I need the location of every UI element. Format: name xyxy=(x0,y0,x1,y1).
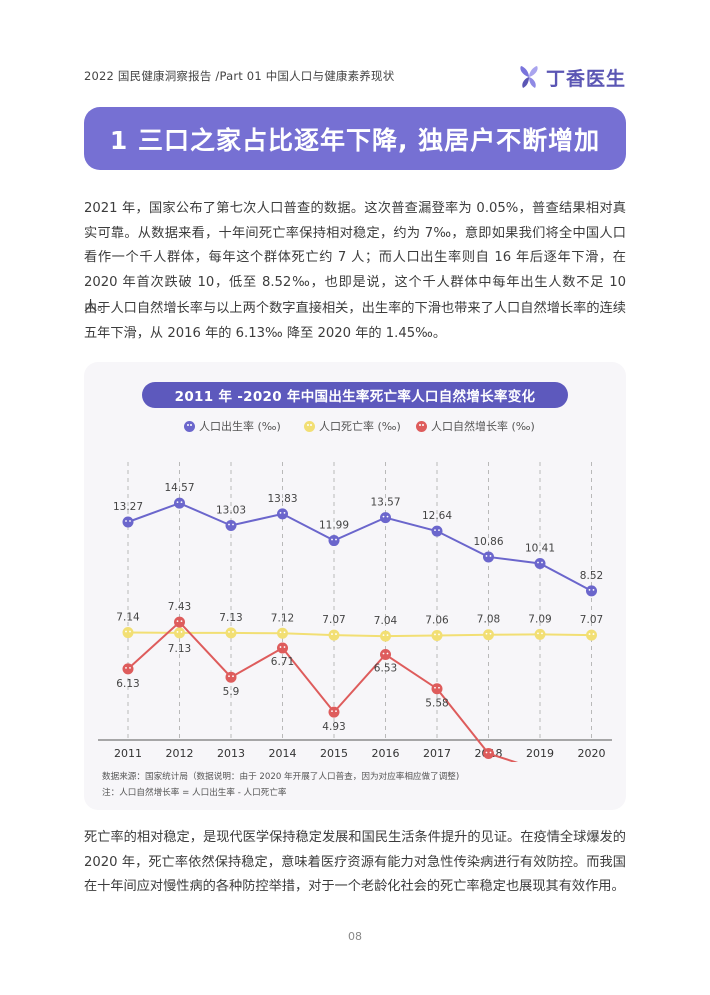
death-rate-point-2015 xyxy=(328,629,340,641)
chart-formula-note: 注：人口自然增长率 = 人口出生率 - 人口死亡率 xyxy=(102,788,287,798)
x-tick-label-2013: 2013 xyxy=(217,747,245,760)
chart-legend: 人口出生率 (‰) 人口死亡率 (‰) 人口自然增长率 (‰) xyxy=(84,418,626,436)
growth-rate-point-2013 xyxy=(225,671,237,683)
legend-label-growth-rate: 人口自然增长率 (‰) xyxy=(431,420,535,433)
growth-rate-label-2012: 7.43 xyxy=(168,601,191,613)
growth-rate-label-2011: 6.13 xyxy=(116,678,139,690)
growth-rate-point-2018 xyxy=(483,748,494,760)
birth-rate-point-2019 xyxy=(534,557,546,569)
growth-rate-point-2014 xyxy=(277,642,288,654)
legend-marker-death-rate xyxy=(304,420,315,432)
death-rate-label-2019: 7.09 xyxy=(528,613,551,625)
death-rate-point-2018 xyxy=(483,629,494,641)
chart-title: 2011 年 -2020 年中国出生率死亡率人口自然增长率变化 xyxy=(142,382,568,408)
x-tick-label-2011: 2011 xyxy=(114,747,142,760)
birth-rate-point-2011 xyxy=(122,516,134,528)
death-rate-point-2013 xyxy=(225,627,237,639)
death-rate-point-2014 xyxy=(277,627,288,639)
x-tick-label-2019: 2019 xyxy=(526,747,554,760)
death-rate-point-2012 xyxy=(174,627,185,639)
growth-rate-label-2016: 6.53 xyxy=(374,663,397,675)
birth-rate-label-2019: 10.41 xyxy=(525,542,555,554)
x-tick-label-2012: 2012 xyxy=(166,747,194,760)
legend-item-growth-rate: 人口自然增长率 (‰) xyxy=(416,418,535,434)
death-rate-point-2016 xyxy=(380,630,391,642)
brand-name: 丁香医生 xyxy=(545,67,626,90)
flower-logo-icon xyxy=(520,66,538,88)
x-tick-label-2020: 2020 xyxy=(578,747,606,760)
death-rate-label-2012: 7.13 xyxy=(168,643,191,655)
brand-logo: 丁香医生 xyxy=(518,62,626,92)
report-title: 2022 国民健康洞察报告 /Part 01 中国人口与健康素养现状 xyxy=(84,69,395,83)
birth-rate-point-2020 xyxy=(586,585,597,597)
page-number: 08 xyxy=(348,930,362,943)
birth-rate-point-2016 xyxy=(380,512,391,524)
x-tick-label-2016: 2016 xyxy=(372,747,400,760)
legend-marker-birth-rate xyxy=(184,420,195,432)
death-rate-point-2017 xyxy=(431,629,443,641)
death-rate-label-2013: 7.13 xyxy=(219,612,242,624)
legend-label-birth-rate: 人口出生率 (‰) xyxy=(199,420,281,433)
x-tick-label-2017: 2017 xyxy=(423,747,451,760)
growth-rate-line xyxy=(127,620,519,762)
death-rate-label-2016: 7.04 xyxy=(374,615,398,627)
death-rate-label-2015: 7.07 xyxy=(322,614,345,626)
death-rate-line xyxy=(127,631,592,638)
chart-card: 2011 年 -2020 年中国出生率死亡率人口自然增长率变化 人口出生率 (‰… xyxy=(84,362,626,810)
death-rate-point-2011 xyxy=(122,627,134,639)
paragraph-3: 死亡率的相对稳定，是现代医学保持稳定发展和国民生活条件提升的见证。在疫情全球爆发… xyxy=(84,830,626,894)
growth-rate-label-2013: 5.9 xyxy=(223,686,240,698)
section-banner: 1 三口之家占比逐年下降, 独居户不断增加 xyxy=(84,107,626,170)
death-rate-label-2014: 7.12 xyxy=(271,612,294,624)
birth-rate-label-2015: 11.99 xyxy=(319,520,349,532)
paragraph-2: 由于人口自然增长率与以上两个数字直接相关，出生率的下滑也带来了人口自然增长率的连… xyxy=(84,301,626,341)
birth-rate-label-2017: 12.64 xyxy=(422,510,452,522)
birth-rate-point-2017 xyxy=(431,525,443,537)
paragraph-1: 2021 年，国家公布了第七次人口普查的数据。这次普查漏登率为 0.05%，普查… xyxy=(84,201,626,314)
chart-source-note: 数据来源：国家统计局（数据说明：由于 2020 年开展了人口普查，因为对应率相应… xyxy=(102,772,460,782)
legend-label-death-rate: 人口死亡率 (‰) xyxy=(319,420,401,433)
birth-rate-point-2014 xyxy=(277,508,288,520)
birth-rate-label-2016: 13.57 xyxy=(370,497,400,509)
birth-rate-label-2018: 10.86 xyxy=(473,536,503,548)
x-tick-label-2014: 2014 xyxy=(269,747,297,760)
birth-rate-point-2018 xyxy=(483,551,494,563)
growth-rate-point-2011 xyxy=(122,663,134,675)
death-rate-label-2020: 7.07 xyxy=(580,614,603,626)
birth-rate-point-2012 xyxy=(174,497,185,509)
birth-rate-label-2013: 13.03 xyxy=(216,504,246,516)
growth-rate-point-2015 xyxy=(328,706,340,718)
growth-rate-label-2015: 4.93 xyxy=(322,721,345,733)
birth-rate-point-2015 xyxy=(328,535,340,547)
birth-rate-label-2014: 13.83 xyxy=(267,493,297,505)
death-rate-point-2020 xyxy=(586,629,597,641)
growth-rate-label-2014: 6.71 xyxy=(271,656,294,668)
page-header: 2022 国民健康洞察报告 /Part 01 中国人口与健康素养现状 丁香医生 xyxy=(84,62,626,92)
legend-marker-growth-rate xyxy=(416,420,427,432)
death-rate-label-2018: 7.08 xyxy=(477,614,500,626)
death-rate-label-2011: 7.14 xyxy=(116,612,140,624)
birth-rate-label-2020: 8.52 xyxy=(580,570,603,582)
birth-rate-label-2011: 13.27 xyxy=(113,501,143,513)
line-chart: 2011201220132014201520162017201820192020… xyxy=(98,462,612,762)
death-rate-label-2017: 7.06 xyxy=(425,614,449,626)
x-tick-label-2015: 2015 xyxy=(320,747,348,760)
growth-rate-label-2017: 5.58 xyxy=(425,698,448,710)
death-rate-point-2019 xyxy=(534,628,546,640)
legend-item-death-rate: 人口死亡率 (‰) xyxy=(304,418,401,434)
growth-rate-point-2017 xyxy=(431,683,443,695)
growth-rate-point-2016 xyxy=(380,649,391,661)
birth-rate-line xyxy=(127,502,592,592)
legend-item-birth-rate: 人口出生率 (‰) xyxy=(184,418,281,434)
birth-rate-label-2012: 14.57 xyxy=(164,482,194,494)
birth-rate-point-2013 xyxy=(225,519,237,531)
growth-rate-point-2012 xyxy=(174,616,185,628)
